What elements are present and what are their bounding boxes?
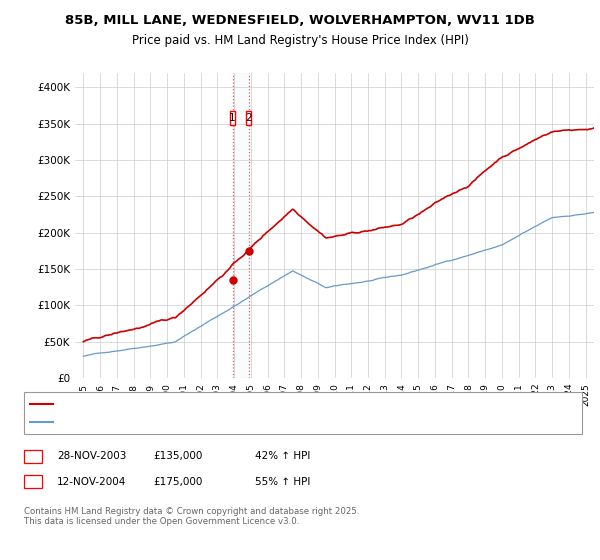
Text: HPI: Average price, semi-detached house, Wolverhampton: HPI: Average price, semi-detached house,…: [59, 417, 344, 427]
Bar: [233, 73, 248, 378]
Text: £135,000: £135,000: [153, 451, 202, 461]
Text: 12-NOV-2004: 12-NOV-2004: [57, 477, 127, 487]
Text: 1: 1: [29, 451, 37, 461]
Text: 2: 2: [29, 477, 37, 487]
Text: 85B, MILL LANE, WEDNESFIELD, WOLVERHAMPTON, WV11 1DB: 85B, MILL LANE, WEDNESFIELD, WOLVERHAMPT…: [65, 14, 535, 27]
Text: Contains HM Land Registry data © Crown copyright and database right 2025.
This d: Contains HM Land Registry data © Crown c…: [24, 507, 359, 526]
Text: 28-NOV-2003: 28-NOV-2003: [57, 451, 127, 461]
Text: £175,000: £175,000: [153, 477, 202, 487]
Text: Price paid vs. HM Land Registry's House Price Index (HPI): Price paid vs. HM Land Registry's House …: [131, 34, 469, 46]
Text: 55% ↑ HPI: 55% ↑ HPI: [255, 477, 310, 487]
Text: 85B, MILL LANE, WEDNESFIELD, WOLVERHAMPTON, WV11 1DB (semi-detached house): 85B, MILL LANE, WEDNESFIELD, WOLVERHAMPT…: [59, 399, 484, 409]
Bar: [230, 110, 235, 125]
Text: 1: 1: [229, 113, 236, 123]
Text: 42% ↑ HPI: 42% ↑ HPI: [255, 451, 310, 461]
Text: 2: 2: [245, 113, 252, 123]
Bar: [246, 110, 251, 125]
